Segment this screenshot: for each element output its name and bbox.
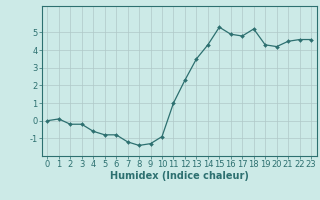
X-axis label: Humidex (Indice chaleur): Humidex (Indice chaleur) bbox=[110, 171, 249, 181]
